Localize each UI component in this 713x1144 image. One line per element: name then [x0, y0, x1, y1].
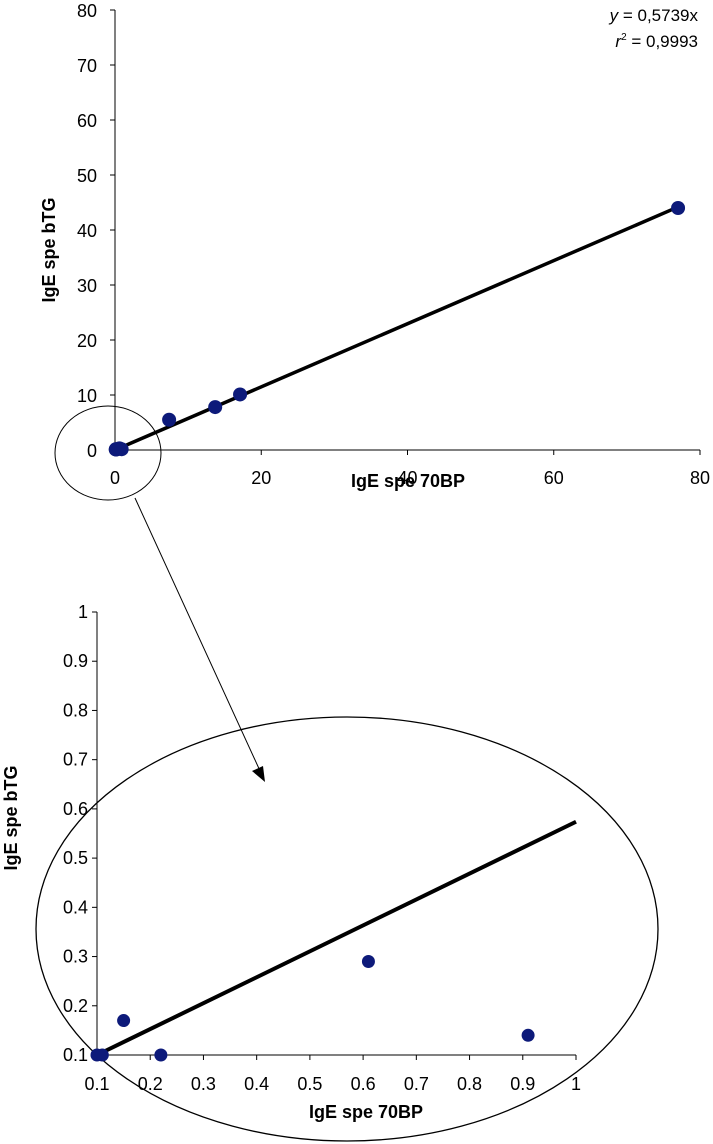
x-tick-label: 0.2	[138, 1074, 163, 1094]
top-fit-line	[114, 205, 679, 452]
y-tick-label: 0.7	[63, 750, 88, 770]
data-point	[162, 412, 177, 427]
x-tick-label: 0.5	[297, 1074, 322, 1094]
x-tick-label: 0.4	[244, 1074, 269, 1094]
y-tick-label: 0.3	[63, 947, 88, 967]
y-tick-label: 30	[77, 276, 97, 296]
y-tick-label: 0.4	[63, 897, 88, 917]
data-point	[671, 201, 686, 215]
data-point	[361, 954, 375, 968]
y-tick-label: 0.6	[63, 799, 88, 819]
r-squared-line: r2 = 0,9993	[615, 32, 698, 51]
x-tick-label: 0.1	[84, 1074, 109, 1094]
y-tick-label: 0.2	[63, 996, 88, 1016]
x-tick-label: 0	[110, 468, 120, 488]
zoom-target-ellipse	[35, 716, 659, 1142]
top-chart: 0 10 20 30 40 50 60 70 80 0 20 40 60 80 IgE spe 70BP…	[39, 1, 710, 491]
y-tick-label: 20	[77, 331, 97, 351]
x-tick-label: 0.6	[351, 1074, 376, 1094]
bottom-data-points	[90, 954, 535, 1062]
y-tick-label: 1	[78, 602, 88, 622]
x-tick-label: 0.7	[404, 1074, 429, 1094]
x-tick-label: 80	[690, 468, 710, 488]
zoom-arrow-head	[252, 766, 265, 782]
y-tick-label: 70	[77, 56, 97, 76]
top-data-points	[108, 201, 686, 457]
x-tick-label: 40	[397, 468, 417, 488]
y-tick-label: 80	[77, 1, 97, 21]
top-x-axis-title: IgE spe 70BP	[351, 471, 465, 491]
y-tick-label: 10	[77, 386, 97, 406]
x-tick-label: 0.9	[510, 1074, 535, 1094]
bottom-chart: 0.10.20.30.40.50.60.70.80.91 0.1 0.2 0.3 0.…	[1, 602, 581, 1122]
y-tick-label: 50	[77, 166, 97, 186]
y-tick-label: 0.5	[63, 848, 88, 868]
zoom-arrow	[134, 497, 262, 774]
top-y-axis-title: IgE spe bTG	[39, 197, 59, 302]
x-tick-label: 0.8	[457, 1074, 482, 1094]
x-tick-label: 0.3	[191, 1074, 216, 1094]
equation-line: y = 0,5739x	[609, 6, 699, 25]
bottom-y-ticks: 0.1 0.2 0.3 0.4 0.5 0.6 0.7 0.8 0.9 1	[63, 602, 97, 1065]
data-point	[233, 387, 248, 402]
zoom-source-ellipse	[54, 405, 162, 501]
data-point	[95, 1048, 109, 1062]
data-point	[117, 1014, 131, 1028]
x-tick-label: 1	[571, 1074, 581, 1094]
bottom-x-axis-title: IgE spe 70BP	[309, 1102, 423, 1122]
y-tick-label: 0.8	[63, 700, 88, 720]
data-point	[208, 400, 223, 415]
x-tick-label: 60	[544, 468, 564, 488]
y-tick-label: 40	[77, 221, 97, 241]
y-tick-label: 0	[87, 441, 97, 461]
y-tick-label: 0.1	[63, 1045, 88, 1065]
data-point	[114, 442, 129, 457]
bottom-y-axis-title: IgE spe bTG	[1, 765, 21, 870]
top-y-ticks: 0 10 20 30 40 50 60 70 80	[77, 1, 115, 461]
x-tick-label: 20	[251, 468, 271, 488]
y-tick-label: 0.9	[63, 651, 88, 671]
top-x-ticks: 0 20 40 60 80	[110, 450, 710, 488]
data-point	[521, 1028, 535, 1042]
bottom-x-ticks: 0.1 0.2 0.3 0.4 0.5 0.6 0.7 0.8 0.9 1	[84, 1055, 581, 1094]
data-point	[154, 1048, 168, 1062]
y-tick-label: 60	[77, 111, 97, 131]
bottom-fit-line	[96, 819, 577, 1057]
